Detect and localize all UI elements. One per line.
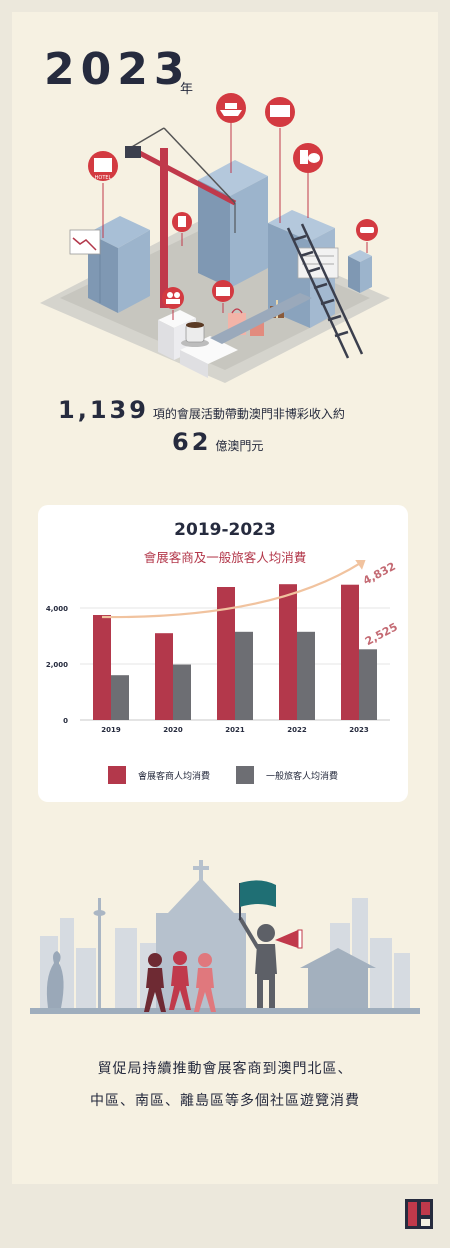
ladder-icon bbox=[286, 223, 364, 359]
logo-icon bbox=[405, 1199, 433, 1229]
legend-label-1: 會展客商人均消費 bbox=[138, 771, 211, 782]
y-tick-label: 4,000 bbox=[46, 605, 68, 613]
events-count: 1,139 bbox=[58, 396, 149, 424]
crane-icon bbox=[125, 127, 237, 308]
x-tick-label: 2019 bbox=[101, 726, 121, 734]
year-title: 2023 bbox=[44, 44, 191, 95]
bar-series-1 bbox=[341, 584, 359, 720]
center-tall-building bbox=[198, 160, 268, 288]
revenue-unit: 億澳門元 bbox=[215, 439, 264, 453]
x-tick-label: 2021 bbox=[225, 726, 245, 734]
bar-chart: 0 2,000 4,000 2019 2020 2021 2022 2023 4,832 2,52… bbox=[46, 560, 400, 734]
bar-series-1 bbox=[279, 584, 297, 720]
megaphone-icon bbox=[275, 929, 303, 949]
closing-line-2: 中區、南區、離島區等多個社區遊覽消費 bbox=[90, 1093, 360, 1109]
x-tick-label: 2023 bbox=[349, 726, 369, 734]
closing-line-1: 貿促局持續推動會展客商到澳門北區、 bbox=[97, 1061, 353, 1077]
people-icon bbox=[162, 287, 184, 320]
restaurant-sign-icon bbox=[212, 280, 234, 313]
statue bbox=[46, 951, 64, 1008]
bar-series-1 bbox=[93, 615, 111, 720]
ferry-icon bbox=[216, 93, 246, 173]
revenue-value: 62 bbox=[172, 428, 212, 456]
trend-arrowhead bbox=[355, 560, 366, 570]
annotation-series-2: 2,525 bbox=[363, 620, 400, 648]
y-tick-label: 2,000 bbox=[46, 661, 68, 669]
ticket-icon bbox=[265, 97, 295, 223]
legend-label-2: 一般旅客人均消費 bbox=[266, 771, 339, 782]
isometric-city-illustration: HOTEL bbox=[40, 93, 390, 383]
coffee-cup-icon bbox=[181, 322, 209, 347]
legend-series-2: 一般旅客人均消費 bbox=[236, 766, 338, 784]
svg-text:HOTEL: HOTEL bbox=[95, 175, 112, 181]
restaurant-sign-icon bbox=[172, 212, 192, 246]
events-text: 項的會展活動帶動澳門非博彩收入約 bbox=[152, 407, 345, 421]
flag-icon bbox=[239, 880, 276, 920]
year-suffix: 年 bbox=[180, 82, 194, 97]
people-icon bbox=[144, 916, 277, 1012]
macau-skyline-illustration bbox=[30, 860, 420, 1014]
car-icon bbox=[356, 219, 378, 253]
macau-tower bbox=[93, 898, 106, 1008]
events-stat: 1,139 項的會展活動帶動澳門非博彩收入約 bbox=[58, 396, 398, 424]
annotation-series-1: 4,832 bbox=[361, 560, 398, 588]
bar-series-2 bbox=[173, 664, 191, 720]
fast-food-icon bbox=[293, 143, 323, 218]
x-tick-label: 2022 bbox=[287, 726, 307, 734]
x-tick-label: 2020 bbox=[163, 726, 183, 734]
bar-series-2 bbox=[111, 675, 129, 720]
chart-title: 2019-2023 bbox=[174, 520, 276, 540]
legend-series-1: 會展客商人均消費 bbox=[108, 766, 210, 784]
temple bbox=[300, 948, 376, 1008]
legend-swatch-2 bbox=[236, 766, 254, 784]
revenue-stat: 62 億澳門元 bbox=[172, 428, 263, 456]
hotel-icon: HOTEL bbox=[88, 151, 118, 238]
trend-arrow-line bbox=[101, 561, 362, 619]
chart-subtitle: 會展客商及一般旅客人均消費 bbox=[143, 550, 307, 565]
y-tick-label: 0 bbox=[63, 717, 68, 725]
bar-series-2 bbox=[359, 649, 377, 720]
bar-series-1 bbox=[217, 587, 235, 720]
bar-series-1 bbox=[155, 633, 173, 720]
bar-series-2 bbox=[297, 631, 315, 720]
left-building bbox=[69, 216, 150, 313]
legend-swatch-1 bbox=[108, 766, 126, 784]
bar-series-2 bbox=[235, 631, 253, 720]
